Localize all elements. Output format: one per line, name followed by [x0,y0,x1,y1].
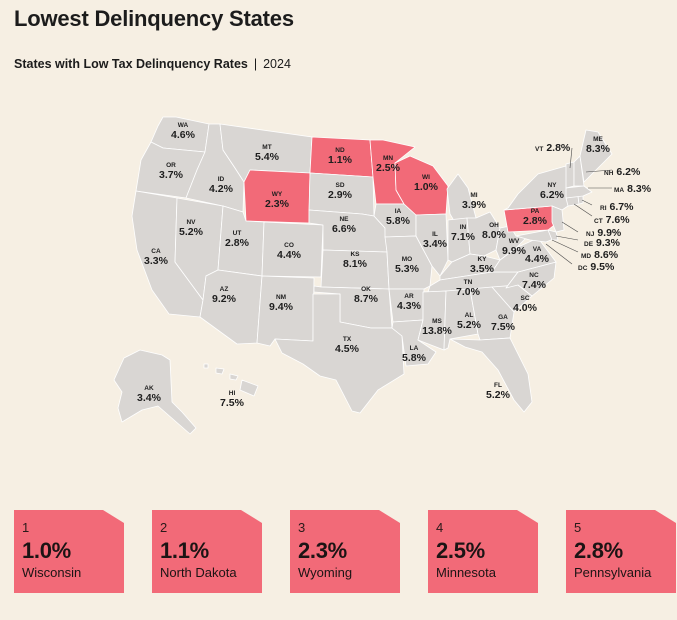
rank-card-1: 1 1.0% Wisconsin [14,510,124,593]
rank-number: 2 [160,520,168,535]
us-map-shapes [113,116,613,435]
label-SC: SC 4.0% [513,295,537,314]
state-HI-1[interactable] [203,363,209,369]
rank-value: 1.0% [22,538,71,563]
label-CT: CT 7.6% [594,214,630,226]
label-NM: NM 9.4% [269,294,293,313]
label-MS: MS 13.8% [422,318,452,337]
rank-number: 3 [298,520,306,535]
rank-state-name: North Dakota [160,565,237,580]
rank-value: 1.1% [160,538,209,563]
label-MD: MD 8.6% [581,249,619,261]
us-map: WA 4.6% OR 3.7% CA 3.3% NV 5.2% ID 4.2% MT 5.4… [0,90,677,490]
subtitle-year: 2024 [263,57,291,71]
rank-state-name: Wisconsin [22,565,82,580]
rank-number: 1 [22,520,30,535]
label-MT: MT 5.4% [255,144,279,163]
label-OH: OH 8.0% [482,222,506,241]
label-NY: NY 6.2% [540,182,564,201]
label-WY: WY 2.3% [265,191,289,210]
state-ME[interactable] [579,129,613,183]
rank-state-name: Wyoming [298,565,353,580]
subtitle-main: States with Low Tax Delinquency Rates [14,57,248,71]
label-RI: RI 6.7% [600,201,634,213]
label-LA: LA 5.8% [402,345,426,364]
label-NH: NH 6.2% [604,166,641,178]
rank-card-4: 4 2.5% Minnesota [428,510,538,593]
label-VT: VT 2.8% [535,142,571,154]
label-NJ: NJ 9.9% [586,227,622,239]
label-FL: FL 5.2% [486,382,510,401]
label-AK: AK 3.4% [137,385,161,404]
label-CO: CO 4.4% [277,242,301,261]
rank-value: 2.8% [574,538,623,563]
state-FL[interactable] [449,337,533,413]
label-WV: WV 9.9% [502,238,526,257]
label-TX: TX 4.5% [335,336,359,355]
label-PA: PA 2.8% [523,208,547,227]
label-OR: OR 3.7% [159,162,183,181]
subtitle-separator: | [253,57,258,71]
label-UT: UT 2.8% [225,230,249,249]
state-HI-2[interactable] [215,367,225,375]
state-WY[interactable] [243,169,311,224]
label-MN: MN 2.5% [376,155,400,174]
label-GA: GA 7.5% [491,314,515,333]
state-NJ[interactable] [551,205,565,233]
state-AK[interactable] [113,349,197,435]
state-MS[interactable] [417,290,447,351]
state-MD[interactable] [515,229,557,243]
state-HI-3[interactable] [229,373,239,381]
label-MA: MA 8.3% [614,183,652,195]
rank-state-name: Minnesota [436,565,496,580]
label-ID: ID 4.2% [209,176,233,195]
label-WA: WA 4.6% [171,122,195,141]
label-AZ: AZ 9.2% [212,286,236,305]
label-IL: IL 3.4% [423,231,447,250]
rank-number: 4 [436,520,444,535]
label-MO: MO 5.3% [395,256,419,275]
state-NH[interactable] [573,155,585,187]
label-VA: VA 4.4% [525,246,549,265]
rank-number: 5 [574,520,582,535]
label-ND: ND 1.1% [328,147,352,166]
page-title: Lowest Delinquency States [14,6,294,31]
rank-value: 2.3% [298,538,347,563]
rank-card-5: 5 2.8% Pennsylvania [566,510,676,593]
state-AZ[interactable] [199,269,263,345]
label-IA: IA 5.8% [386,208,410,227]
label-HI: HI 7.5% [220,390,244,409]
label-KS: KS 8.1% [343,251,367,270]
rank-state-name: Pennsylvania [574,565,652,580]
label-NC: NC 7.4% [522,272,546,291]
label-CA: CA 3.3% [144,248,168,267]
label-AR: AR 4.3% [397,293,421,312]
label-NV: NV 5.2% [179,219,203,238]
rank-card-3: 3 2.3% Wyoming [290,510,400,593]
label-IN: IN 7.1% [451,224,475,243]
label-DC: DC 9.5% [578,261,615,273]
state-DE[interactable] [547,229,559,241]
label-SD: SD 2.9% [328,182,352,201]
label-ME: ME 8.3% [586,136,610,155]
state-LA[interactable] [391,319,437,367]
state-CO[interactable] [261,221,324,278]
label-TN: TN 7.0% [456,279,480,298]
label-MI: MI 3.9% [462,192,486,211]
label-WI: WI 1.0% [414,174,438,193]
label-DE: DE 9.3% [584,237,620,249]
state-HI-4[interactable] [239,379,259,397]
state-TX[interactable] [274,293,405,414]
label-KY: KY 3.5% [470,256,494,275]
label-AL: AL 5.2% [457,312,481,331]
label-NE: NE 6.6% [332,216,356,235]
label-OK: OK 8.7% [354,286,378,305]
subtitle: States with Low Tax Delinquency Rates | 20… [14,57,291,71]
rank-value: 2.5% [436,538,485,563]
rank-card-2: 2 1.1% North Dakota [152,510,262,593]
